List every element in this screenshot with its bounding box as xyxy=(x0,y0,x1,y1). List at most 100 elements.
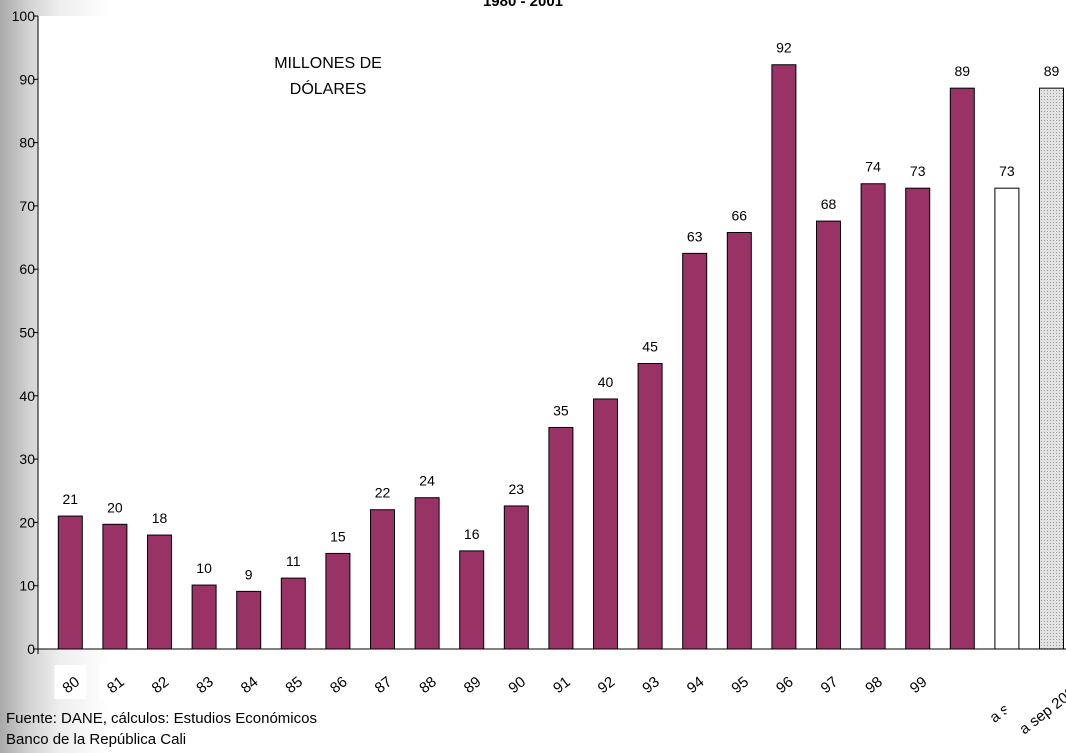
x-tick-label: 93 xyxy=(639,673,663,697)
x-tick-label: 86 xyxy=(327,673,351,697)
x-tick-label: 83 xyxy=(193,673,217,697)
x-tick-box xyxy=(901,665,934,699)
bar xyxy=(548,426,574,650)
y-tick-label: 40 xyxy=(19,388,35,404)
data-label: 16 xyxy=(464,526,480,542)
data-label: 10 xyxy=(196,560,212,576)
y-tick-label: 60 xyxy=(19,261,35,277)
x-tick-box xyxy=(54,665,87,699)
x-tick-box xyxy=(321,665,354,699)
x-tick-box xyxy=(723,665,756,699)
source-line-2: Banco de la República Cali xyxy=(6,731,187,748)
data-label: 35 xyxy=(553,402,569,418)
x-tick-box xyxy=(188,665,221,699)
bar xyxy=(280,577,306,650)
bar xyxy=(1039,87,1064,650)
bar xyxy=(459,550,485,650)
x-tick-box xyxy=(544,665,577,699)
x-tick-label: 98 xyxy=(862,673,886,697)
x-tick-label: 87 xyxy=(372,673,396,697)
data-label: 11 xyxy=(286,553,301,569)
x-tick-box xyxy=(767,665,800,699)
data-label: 20 xyxy=(107,499,123,515)
x-tick-box xyxy=(411,665,444,699)
bar xyxy=(905,187,931,650)
x-tick-label: 97 xyxy=(818,673,842,697)
x-tick-label: 94 xyxy=(684,673,708,697)
y-tick-label: 10 xyxy=(19,578,35,594)
source-line-1: Fuente: DANE, cálculos: Estudios Económi… xyxy=(6,710,317,727)
bar xyxy=(102,523,128,650)
data-label: 21 xyxy=(63,491,79,507)
data-label: 68 xyxy=(821,196,837,212)
data-label: 23 xyxy=(509,481,525,497)
y-tick-label: 30 xyxy=(19,451,35,467)
annotation-line-1: MILLONES DE xyxy=(274,55,382,72)
y-tick-label: 20 xyxy=(19,514,35,530)
data-label: 74 xyxy=(865,159,881,175)
x-tick-label: 92 xyxy=(595,673,619,697)
x-tick-box xyxy=(634,665,667,699)
y-tick-label: 90 xyxy=(19,71,35,87)
x-tick-label: 96 xyxy=(773,673,797,697)
bar xyxy=(637,363,663,650)
bar xyxy=(860,183,886,650)
bar xyxy=(503,505,529,650)
x-tick-label: 95 xyxy=(728,673,752,697)
bar xyxy=(191,584,217,650)
bar xyxy=(994,187,1020,650)
x-tick-label: 82 xyxy=(149,673,173,697)
x-tick-box xyxy=(500,665,533,699)
x-tick-box xyxy=(455,665,488,699)
y-tick-label: 0 xyxy=(27,641,35,657)
x-tick-label: 88 xyxy=(416,673,440,697)
data-label: 40 xyxy=(598,374,614,390)
x-tick-box xyxy=(98,665,131,699)
y-tick-label: 80 xyxy=(19,135,35,151)
bar xyxy=(816,220,841,650)
data-label: 63 xyxy=(687,228,703,244)
x-tick-box xyxy=(589,665,622,699)
x-tick-box xyxy=(678,665,711,699)
annotation-line-2: DÓLARES xyxy=(290,79,366,98)
x-tick-label: 81 xyxy=(104,673,128,697)
data-label: 89 xyxy=(1044,63,1060,79)
data-label: 9 xyxy=(245,566,253,582)
data-label: 92 xyxy=(776,40,792,56)
data-label: 73 xyxy=(999,163,1015,179)
bar xyxy=(370,509,395,650)
y-tick-label: 50 xyxy=(19,325,35,341)
x-tick-label: 89 xyxy=(461,673,485,697)
x-tick-label: 80 xyxy=(59,673,83,697)
x-tick-box xyxy=(1006,665,1066,753)
x-tick-box xyxy=(277,665,310,699)
data-label: 18 xyxy=(152,510,168,526)
chart-title: 1980 - 2001 xyxy=(300,0,746,8)
x-tick-box xyxy=(812,665,845,699)
data-label: 24 xyxy=(419,473,435,489)
x-tick-box xyxy=(857,665,890,699)
bar xyxy=(593,398,618,650)
data-label: 73 xyxy=(910,163,926,179)
x-tick-box xyxy=(143,665,176,699)
data-label: 45 xyxy=(642,339,658,355)
bar xyxy=(949,87,975,650)
bar xyxy=(147,534,172,650)
x-tick-label: 85 xyxy=(282,673,306,697)
data-label: 66 xyxy=(732,207,748,223)
x-tick-box xyxy=(232,665,265,699)
bar xyxy=(236,590,262,650)
bar xyxy=(682,252,708,650)
y-tick-label: 100 xyxy=(12,8,36,24)
bar xyxy=(414,497,440,650)
x-tick-label: 99 xyxy=(907,673,931,697)
bar xyxy=(726,231,752,650)
bar xyxy=(325,552,351,650)
x-tick-box xyxy=(366,665,399,699)
data-label: 89 xyxy=(955,63,971,79)
x-tick-label: 91 xyxy=(550,673,574,697)
data-label: 15 xyxy=(330,528,346,544)
bar xyxy=(57,515,83,650)
x-tick-label: 84 xyxy=(238,673,262,697)
